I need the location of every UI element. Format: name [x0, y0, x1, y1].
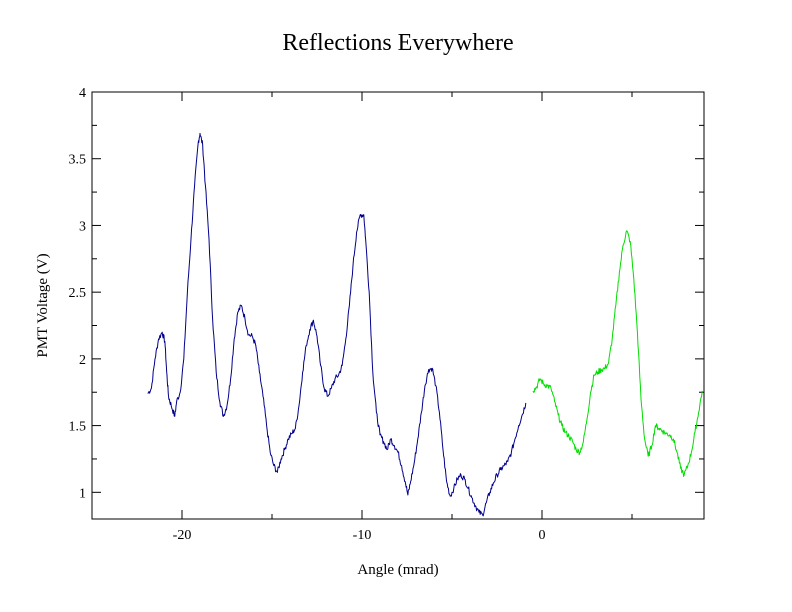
tick-labels: -20 -10 0 1 1.5 2 2.5 3 3.5 4	[69, 86, 546, 543]
y-tick-label: 1	[79, 486, 86, 501]
axis-ticks	[92, 91, 704, 519]
x-tick-label: -20	[173, 528, 192, 543]
y-tick-label: 4	[79, 86, 86, 101]
x-axis-label: Angle (mrad)	[357, 562, 438, 578]
x-tick-label: 0	[539, 528, 546, 543]
y-tick-label: 3.5	[69, 153, 87, 168]
y-tick-label: 2.5	[69, 286, 87, 301]
y-tick-label: 3	[79, 219, 86, 234]
y-tick-label: 1.5	[69, 420, 87, 435]
x-tick-label: -10	[353, 528, 372, 543]
series-line-1	[147, 132, 527, 517]
chart-title: Reflections Everywhere	[282, 30, 513, 56]
plot-frame	[91, 91, 705, 520]
y-axis-label: PMT Voltage (V)	[35, 253, 51, 357]
series-layer	[147, 132, 703, 517]
y-tick-label: 2	[79, 353, 86, 368]
series-line-2	[532, 230, 703, 477]
